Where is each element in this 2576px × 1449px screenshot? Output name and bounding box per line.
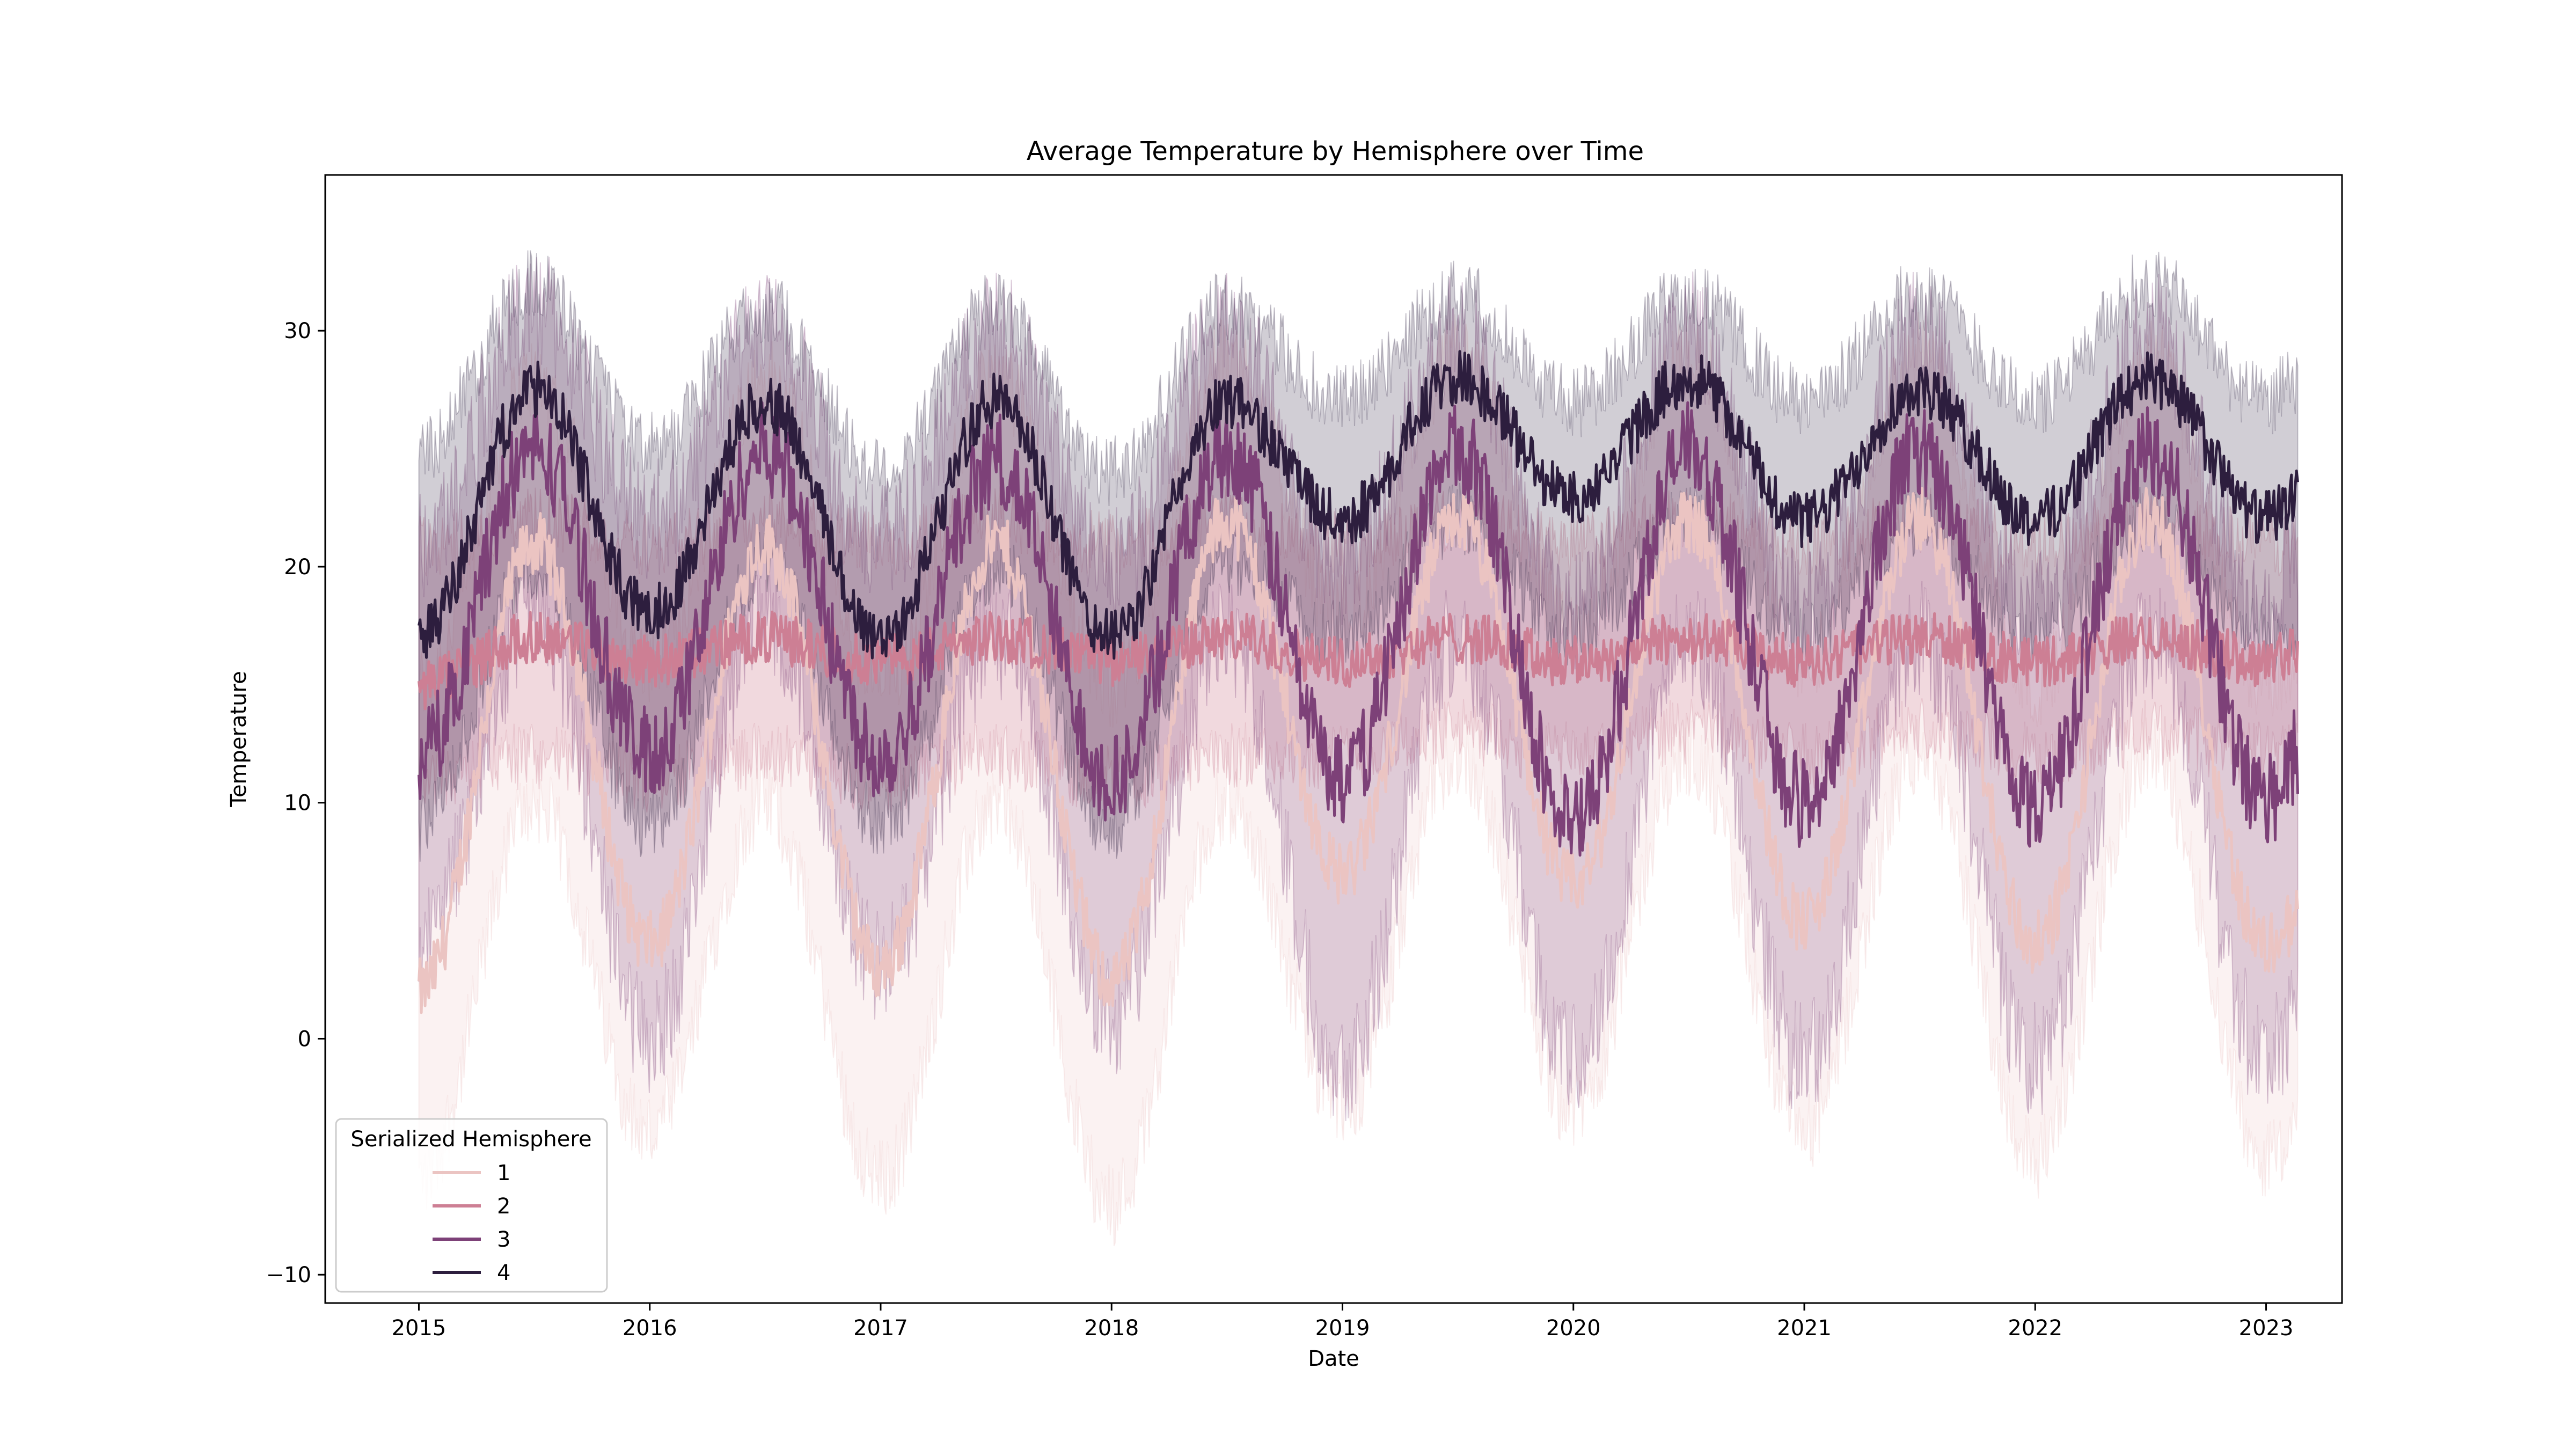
y-tick-label: 10 bbox=[284, 791, 311, 816]
chart-title: Average Temperature by Hemisphere over T… bbox=[1027, 136, 1644, 166]
legend-label-1: 1 bbox=[497, 1161, 510, 1185]
line-series-3 bbox=[418, 401, 2299, 857]
x-tick-label: 2016 bbox=[623, 1316, 677, 1341]
legend-title: Serialized Hemisphere bbox=[350, 1127, 591, 1152]
x-axis: 2015 2016 2017 2018 2019 2020 2021 2022 2023 bbox=[392, 1303, 2294, 1341]
plot-area bbox=[324, 174, 2343, 1304]
x-axis-label: Date bbox=[1308, 1346, 1359, 1371]
x-tick-label: 2019 bbox=[1315, 1316, 1370, 1341]
plot-frame bbox=[324, 174, 2343, 1304]
x-tick-label: 2021 bbox=[1777, 1316, 1832, 1341]
legend-label-4: 4 bbox=[497, 1261, 510, 1285]
band-series-3 bbox=[418, 257, 2299, 1121]
series-lines bbox=[418, 350, 2299, 1014]
x-tick-label: 2015 bbox=[392, 1316, 447, 1341]
x-tick-label: 2020 bbox=[1546, 1316, 1601, 1341]
legend-label-2: 2 bbox=[497, 1194, 510, 1219]
y-tick-label: 30 bbox=[284, 319, 311, 343]
x-tick-label: 2018 bbox=[1084, 1316, 1139, 1341]
y-tick-label: −10 bbox=[266, 1263, 311, 1287]
y-axis: −10 0 10 20 30 bbox=[266, 319, 325, 1287]
legend-label-3: 3 bbox=[497, 1227, 510, 1252]
x-tick-label: 2017 bbox=[853, 1316, 908, 1341]
line-series-1 bbox=[418, 487, 2299, 1014]
legend: Serialized Hemisphere 1 2 3 4 bbox=[335, 1118, 608, 1293]
x-tick-label: 2022 bbox=[2008, 1316, 2062, 1341]
x-tick-label: 2023 bbox=[2239, 1316, 2294, 1341]
y-axis-label: Temperature bbox=[226, 671, 251, 807]
y-tick-label: 0 bbox=[298, 1027, 311, 1051]
line-series-4 bbox=[418, 350, 2299, 660]
y-tick-label: 20 bbox=[284, 555, 311, 580]
